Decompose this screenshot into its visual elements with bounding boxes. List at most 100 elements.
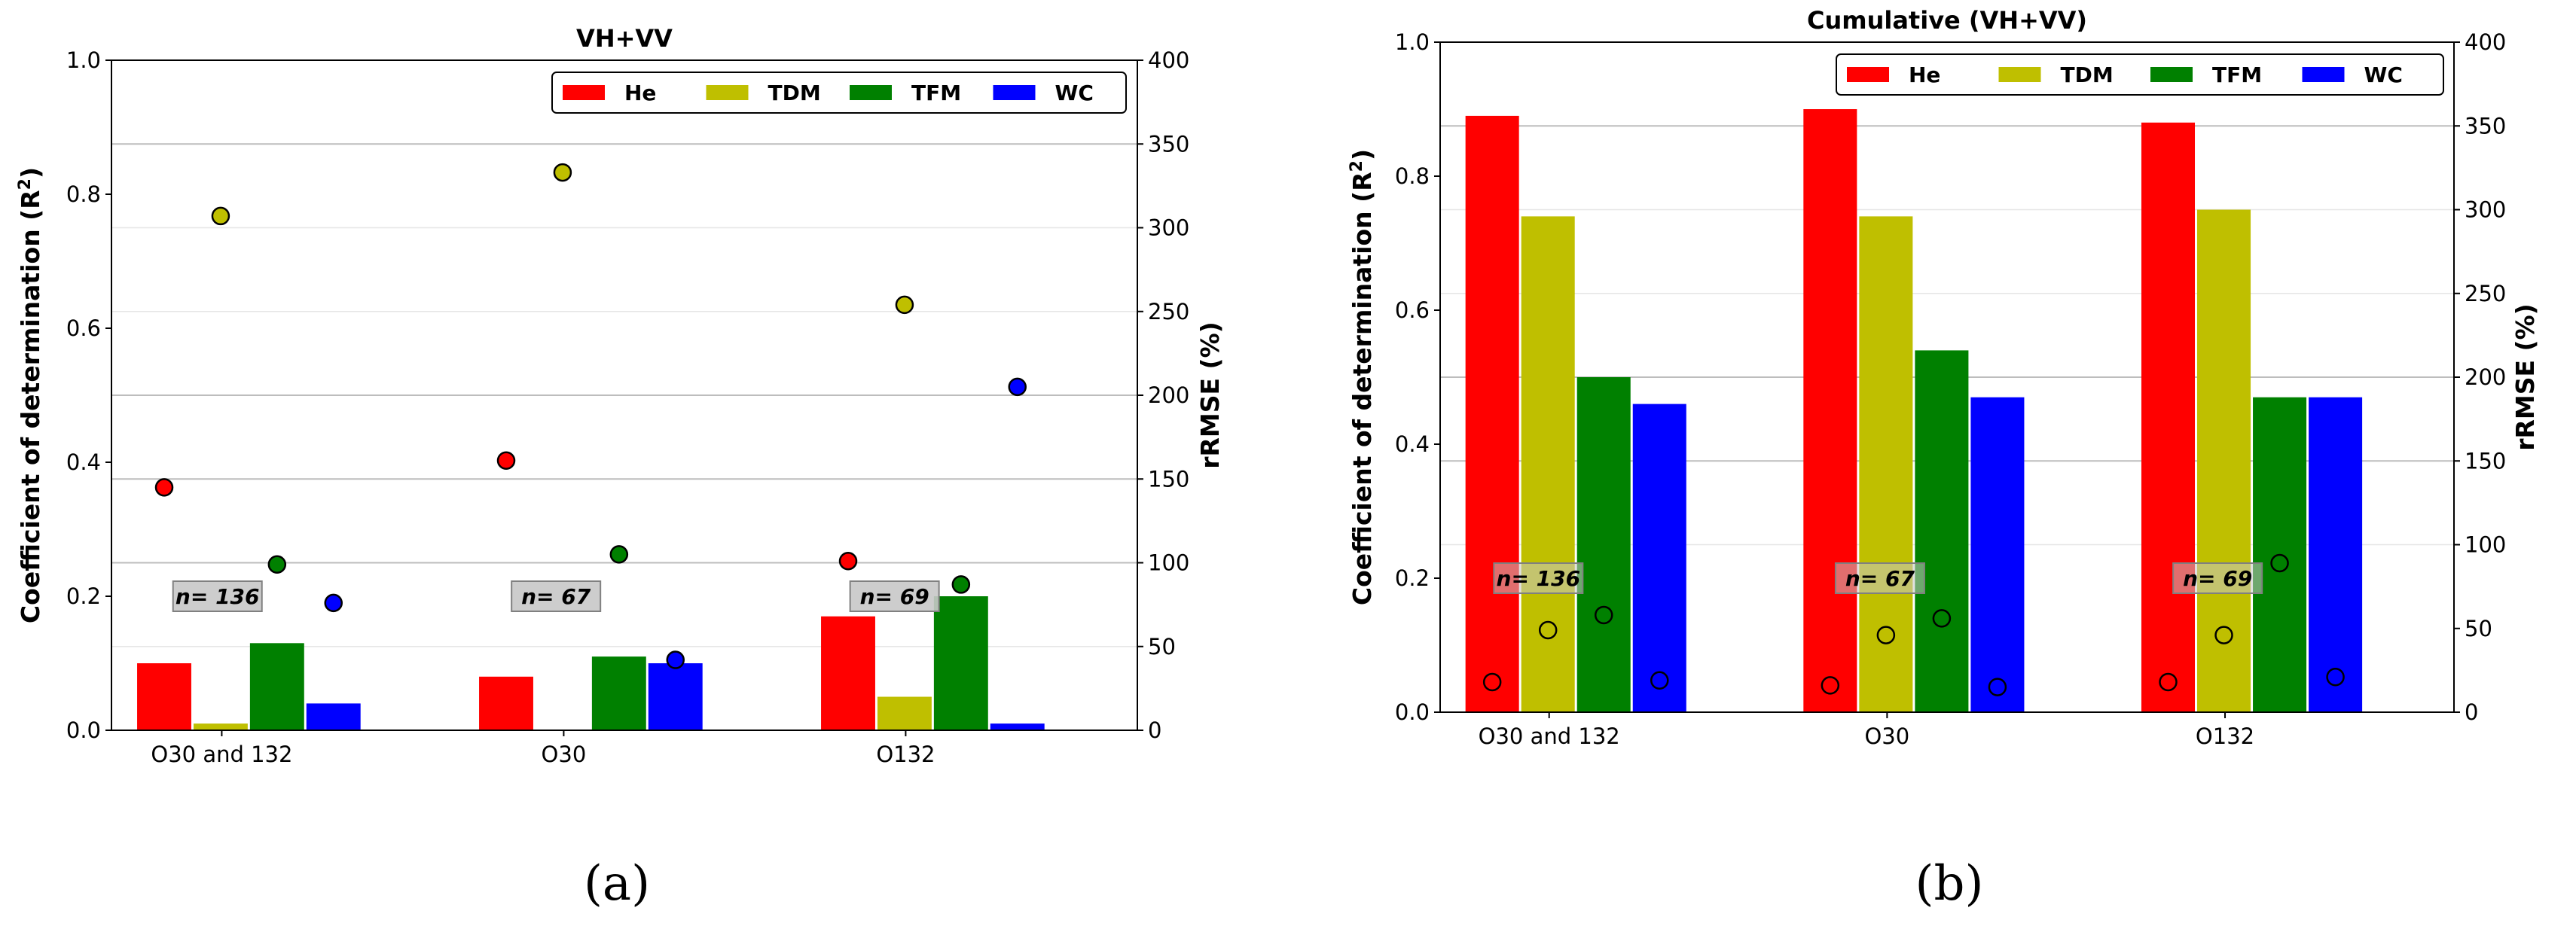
rrmse-point-tdm-1 [1876,626,1896,644]
legend-swatch-tdm [1998,67,2041,82]
panel-b-points [1482,553,2345,696]
y2-tick-label: 0 [2465,699,2478,725]
y-tick-label: 0.4 [1395,431,1430,457]
annotation-text: n= 69 [860,584,929,609]
y2-tick-label: 100 [1148,550,1189,576]
rrmse-point-tfm-0 [267,555,287,574]
legend-swatch-he [1847,67,1889,82]
legend-swatch-wc [2302,67,2345,82]
bar-tfm-0 [1576,377,1631,712]
y-tick-label: 0.6 [66,315,101,341]
x-tick-label: O30 [1864,723,1909,749]
bar-tfm-0 [249,643,304,730]
rrmse-point-tdm-2 [895,295,914,315]
bar-wc-0 [306,703,361,730]
rrmse-point-wc-0 [324,593,343,613]
panel-a: 0.0 0.2 0.4 0.6 0.8 1.0 0 50 100 150 200 250 300 350… [16,24,1225,912]
y2-tick-label: 250 [2465,281,2506,306]
rrmse-point-he-0 [1482,672,1502,692]
rrmse-point-wc-1 [666,650,685,669]
rrmse-point-tdm-0 [211,206,230,226]
annotation-box [1493,562,1584,594]
panel-b-annotations: n= 136 n= 67 n= 69 [1493,562,2263,594]
annotation-box [172,580,263,612]
legend-swatch-tdm [706,85,749,100]
legend-label-tfm: TFM [911,81,961,105]
legend-label-tdm: TDM [768,81,821,105]
legend-box [1836,53,2444,96]
bar-he-2 [821,616,875,730]
rrmse-point-tdm-2 [2214,626,2233,644]
rrmse-point-wc-2 [1008,377,1027,397]
legend-label-he: He [624,81,656,105]
panel-a-annotations: n= 136 n= 67 n= 69 [172,580,940,612]
y-tick-label: 0.0 [66,717,101,743]
panel-a-y2-ticks: 0 50 100 150 200 250 300 350 400 [1137,47,1189,743]
y2-tick-label: 200 [2465,364,2506,390]
panel-a-bars [137,596,1045,730]
annotation-text: n= 67 [521,584,591,609]
legend-label-tfm: TFM [2212,62,2262,87]
y-tick-label: 0.2 [1395,565,1430,591]
panel-b-x-ticks: O30 and 132 O30 O132 [1479,712,2254,749]
y2-tick-label: 400 [2465,29,2506,55]
legend-label-he: He [1909,62,1940,87]
rrmse-point-wc-2 [2326,668,2345,687]
legend-swatch-he [563,85,605,100]
panel-a-y2-axis-label: rRMSE (%) [1195,321,1225,469]
legend-label-tdm: TDM [2061,62,2114,87]
bar-tdm-1 [1859,216,1913,712]
bar-he-2 [2141,122,2196,713]
bar-wc-1 [648,663,703,730]
y-tick-label: 1.0 [1395,29,1430,55]
y2-tick-label: 50 [1148,634,1176,659]
annotation-box [1834,562,1925,594]
annotation-text: n= 136 [1497,566,1581,591]
rrmse-point-tfm-1 [1932,609,1952,628]
y2-tick-label: 300 [1148,215,1189,241]
panel-a-title: VH+VV [576,24,673,53]
rrmse-point-tdm-0 [1538,620,1558,640]
annotation-text: n= 136 [175,584,260,609]
y-tick-label: 1.0 [66,47,101,73]
panel-b-label: (b) [1915,856,1984,912]
panel-a-points [154,163,1027,669]
legend-swatch-wc [993,85,1036,100]
rrmse-point-tfm-2 [2270,553,2289,573]
panel-b-y-axis-label: Coefficient of determination (R2) [1348,149,1377,605]
x-tick-label: O132 [2196,723,2254,749]
rrmse-point-he-1 [496,451,516,471]
rrmse-point-he-2 [838,552,858,571]
legend-swatch-tfm [2150,67,2193,82]
panel-a-y-ticks: 0.0 0.2 0.4 0.6 0.8 1.0 [66,47,111,743]
rrmse-point-he-0 [154,478,174,497]
bar-he-0 [137,663,191,730]
y2-tick-label: 50 [2465,616,2492,641]
bar-wc-2 [2309,397,2363,712]
panel-b: 0.0 0.2 0.4 0.6 0.8 1.0 0 50 100 150 200 250 300 350… [1348,6,2540,912]
legend-swatch-tfm [850,85,892,100]
y2-tick-label: 150 [2465,448,2506,474]
rrmse-point-tdm-1 [553,163,572,182]
y2-tick-label: 100 [2465,532,2506,558]
x-tick-label: O30 and 132 [151,742,292,767]
bar-wc-0 [1632,404,1686,712]
panel-b-y-ticks: 0.0 0.2 0.4 0.6 0.8 1.0 [1395,29,1440,725]
bar-tfm-2 [933,596,988,730]
y-tick-label: 0.8 [66,181,101,207]
y2-tick-label: 0 [1148,717,1161,743]
annotation-box [2172,562,2263,594]
y-tick-label: 0.4 [66,449,101,475]
legend-box [551,72,1127,114]
panel-b-legend: He TDM TFM WC [1836,53,2444,96]
annotation-text: n= 69 [2183,566,2252,591]
bar-tfm-1 [591,656,646,730]
y2-tick-label: 350 [2465,113,2506,139]
rrmse-point-he-1 [1821,676,1840,695]
rrmse-point-wc-0 [1650,671,1669,690]
y-tick-label: 0.2 [66,583,101,609]
bar-tdm-2 [2197,209,2251,712]
x-tick-label: O30 and 132 [1479,723,1620,749]
x-tick-label: O30 [542,742,587,767]
